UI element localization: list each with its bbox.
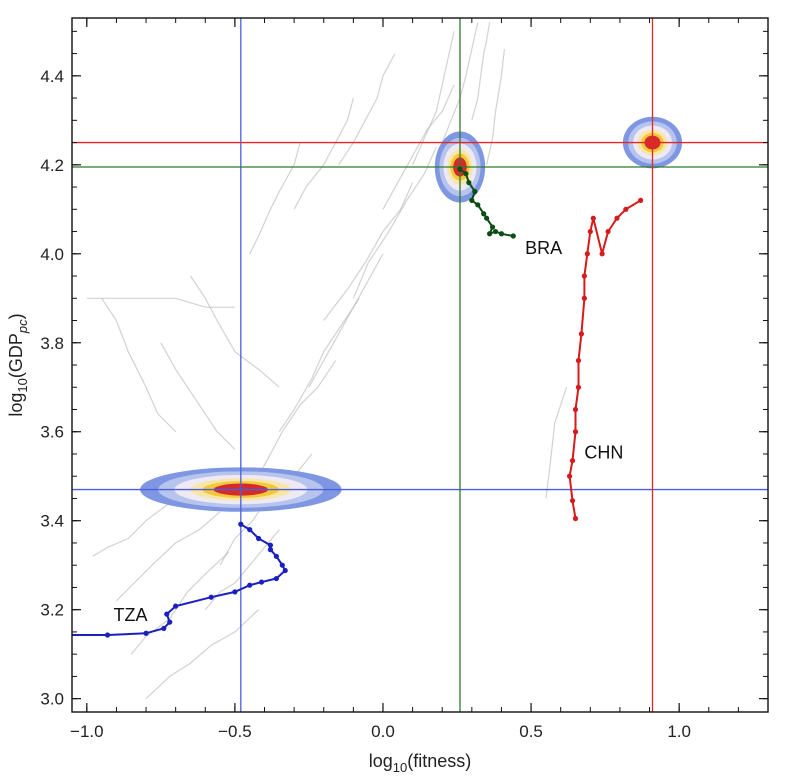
series-point-tza-4 [167, 619, 173, 625]
background-path-23 [338, 53, 396, 166]
series-point-chn-9 [581, 295, 587, 301]
series-point-tza-14 [273, 553, 279, 559]
series-point-chn-7 [575, 357, 582, 364]
series-point-chn-16 [614, 215, 620, 221]
x-tick-label-2: 0.0 [371, 722, 395, 741]
y-tick-label-3: 3.6 [40, 423, 64, 442]
series-point-tza-19 [238, 521, 244, 527]
series-point-tza-9 [247, 582, 253, 588]
series-point-bra-1 [463, 171, 469, 177]
background-path-17 [545, 387, 568, 499]
x-tick-label-3: 0.5 [519, 722, 543, 741]
series-point-bra-5 [475, 202, 481, 208]
series-point-bra-0 [457, 166, 463, 172]
country-labels: TZA BRA CHN [113, 238, 623, 625]
series-point-chn-13 [590, 215, 596, 221]
series-point-tza-16 [267, 542, 274, 548]
series-point-chn-8 [578, 331, 585, 337]
series-point-tza-8 [232, 589, 238, 595]
series-point-bra-7 [484, 215, 490, 221]
series-point-chn-6 [575, 384, 582, 390]
series-line-bra [459, 168, 514, 237]
series-point-tza-0 [55, 632, 60, 637]
series-point-bra-2 [466, 180, 472, 186]
series-point-bra-9 [487, 231, 493, 237]
series-point-chn-18 [638, 197, 644, 203]
x-tick-label-1: −0.5 [218, 722, 252, 741]
series-point-tza-11 [273, 575, 279, 582]
series-point-tza-2 [143, 630, 149, 636]
x-tick-label-4: 1.0 [667, 722, 691, 741]
x-axis-label: log10(fitness) [369, 751, 472, 775]
background-path-21 [249, 142, 301, 255]
series-point-chn-11 [584, 251, 590, 257]
series-point-tza-10 [258, 579, 265, 585]
series-point-tza-1 [104, 632, 111, 638]
series-point-tza-18 [247, 527, 253, 533]
series-point-chn-2 [566, 473, 573, 479]
background-path-7 [258, 360, 337, 477]
series-point-chn-1 [569, 498, 576, 504]
axes: −1.0 −0.5 0.0 0.5 1.0 3.0 3.2 3.4 3.6 3.8 4.0 4.2 4.… [6, 17, 769, 775]
series-point-chn-5 [572, 406, 579, 413]
x-tick-label-0: −1.0 [70, 722, 104, 741]
background-path-14 [441, 22, 479, 143]
series-point-tza-6 [173, 603, 179, 609]
series-point-chn-12 [587, 228, 593, 235]
country-trajectories [55, 166, 644, 638]
country-label-bra: BRA [525, 238, 562, 258]
y-tick-label-2: 3.4 [40, 512, 64, 531]
series-point-chn-3 [569, 458, 576, 464]
series-point-tza-15 [267, 547, 274, 553]
y-tick-label-7: 4.4 [40, 67, 64, 86]
series-point-bra-11 [498, 231, 505, 237]
series-point-bra-4 [469, 197, 475, 203]
series-point-chn-0 [572, 515, 579, 522]
series-point-tza-3 [161, 625, 167, 631]
series-point-tza-5 [164, 611, 170, 617]
background-path-5 [190, 275, 280, 388]
background-path-18 [86, 297, 235, 308]
series-point-chn-15 [605, 228, 611, 235]
background-path-16 [486, 49, 505, 165]
series-point-bra-10 [492, 228, 499, 235]
series-point-tza-12 [282, 567, 288, 574]
series-point-tza-7 [208, 594, 214, 600]
series-point-chn-4 [572, 429, 579, 435]
series-point-bra-8 [489, 224, 496, 230]
background-path-8 [278, 297, 360, 433]
series-point-bra-3 [472, 188, 478, 195]
background-path-9 [308, 253, 384, 388]
background-path-20 [204, 529, 280, 611]
y-axis-label: log10(GDPpc) [6, 313, 30, 416]
background-path-1 [115, 511, 221, 602]
y-tick-label-0: 3.0 [40, 690, 64, 709]
y-tick-label-5: 4.0 [40, 245, 64, 264]
series-line-tza [72, 523, 287, 636]
background-path-19 [145, 609, 260, 700]
series-point-chn-17 [623, 206, 629, 212]
background-path-2 [130, 551, 230, 655]
reference-lines [72, 18, 768, 712]
background-path-10 [323, 182, 414, 321]
y-tick-label-6: 4.2 [40, 156, 64, 175]
background-path-11 [352, 146, 437, 299]
series-point-bra-6 [481, 211, 487, 217]
series-point-bra-12 [510, 233, 516, 239]
background-path-15 [471, 22, 491, 121]
y-tick-label-1: 3.2 [40, 601, 64, 620]
series-point-chn-14 [599, 251, 605, 257]
series-point-tza-13 [279, 562, 285, 568]
series-point-chn-10 [581, 273, 587, 279]
country-label-chn: CHN [584, 442, 623, 462]
country-label-tza: TZA [113, 605, 147, 625]
background-path-22 [293, 97, 354, 210]
background-path-0 [101, 297, 177, 433]
background-trajectories [86, 22, 568, 700]
y-tick-label-4: 3.8 [40, 334, 64, 353]
background-path-4 [160, 342, 236, 450]
series-point-tza-17 [255, 535, 262, 542]
